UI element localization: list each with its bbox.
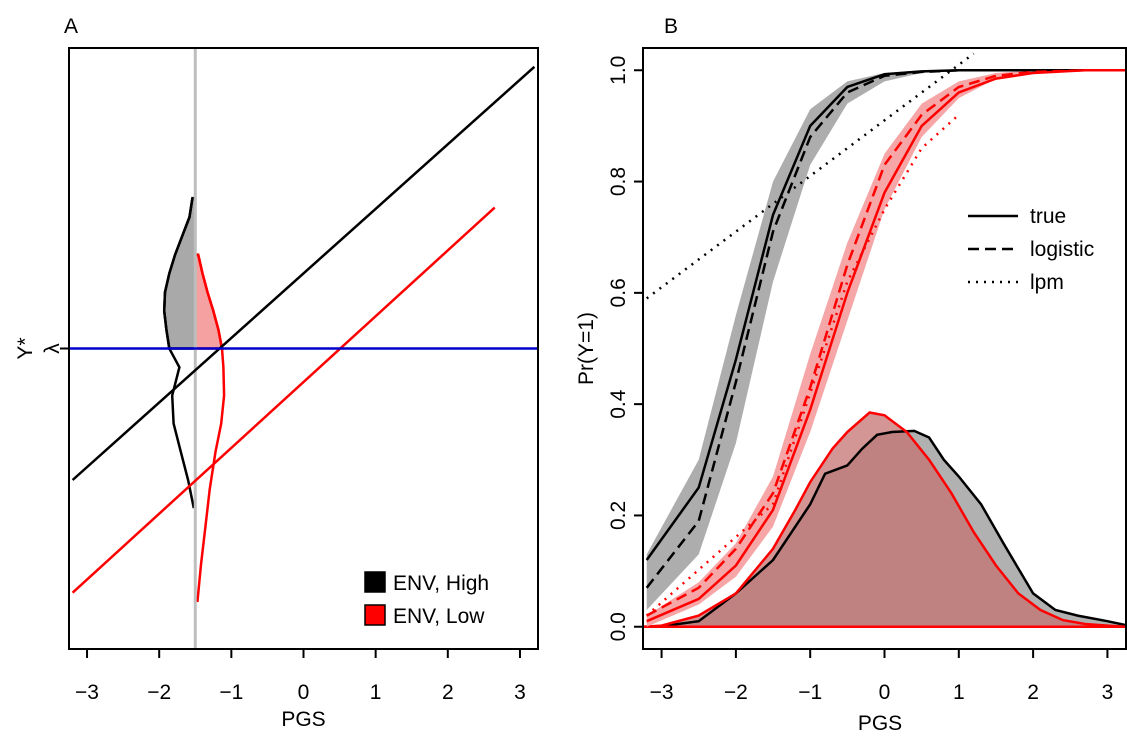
panel-a-x-tick-label: −2 xyxy=(147,681,171,704)
panel-a-legend-swatch xyxy=(365,605,385,625)
panel-a-x-tick-label: 2 xyxy=(442,681,454,704)
panel-a-density-fill-low xyxy=(195,255,222,349)
panel-a-x-tick-label: 3 xyxy=(514,681,526,704)
panel-b-x-tick-label: −2 xyxy=(724,681,748,704)
panel-a-y-ticks: λ xyxy=(41,343,69,354)
panel-b-y-tick-label: 0.6 xyxy=(607,278,630,307)
panel-b-x-tick-label: 0 xyxy=(879,681,891,704)
panel-a-y-axis-label: Y* xyxy=(14,337,37,359)
panel-a-legend-label: ENV, High xyxy=(393,572,489,595)
panel-a-x-ticks: −3 −2 −1 0 1 2 3 xyxy=(75,649,526,704)
panel-b-y-ticks: 0.0 0.2 0.4 0.6 0.8 1.0 xyxy=(607,56,643,642)
panel-b-x-axis-label: PGS xyxy=(858,712,902,735)
panel-b-x-tick-label: 1 xyxy=(953,681,965,704)
panel-b-y-tick-label: 0.8 xyxy=(607,167,630,196)
panel-b-x-tick-label: −3 xyxy=(650,681,674,704)
panel-a-label: A xyxy=(64,15,78,38)
panel-b-plot-area xyxy=(643,54,1126,627)
panel-b-legend-label: lpm xyxy=(1030,271,1064,294)
panel-b-y-tick-label: 0.2 xyxy=(607,501,630,530)
panel-a-x-tick-label: −1 xyxy=(219,681,243,704)
panel-a-x-tick-label: 0 xyxy=(298,681,310,704)
panel-a-x-axis-label: PGS xyxy=(281,708,325,731)
panel-a-x-tick-label: −3 xyxy=(75,681,99,704)
panel-b-y-tick-label: 0.4 xyxy=(607,389,630,419)
panel-b-x-tick-label: 3 xyxy=(1102,681,1114,704)
panel-a-series-env-high xyxy=(73,67,535,480)
panel-a-x-tick-label: 1 xyxy=(370,681,382,704)
panel-a-series-env-low xyxy=(73,208,495,593)
panel-b-x-tick-label: −1 xyxy=(798,681,822,704)
panel-a-plot-area xyxy=(69,48,538,649)
panel-b: B PGS Pr(Y=1) −3 −2 −1 0 1 2 3 0.0 0.2 0.4 0.6 0.8… xyxy=(575,15,1126,735)
panel-a-y-tick-label-lambda: λ xyxy=(41,343,64,354)
panel-b-x-tick-label: 2 xyxy=(1027,681,1039,704)
panel-a-legend: ENV, High ENV, Low xyxy=(365,572,489,628)
panel-a: A PGS Y* −3 −2 −1 0 1 2 3 λ ENV, High ENV, Low xyxy=(14,15,538,731)
panel-b-y-axis-label: Pr(Y=1) xyxy=(575,312,598,385)
panel-b-legend-label: true xyxy=(1030,205,1066,228)
panel-b-x-ticks: −3 −2 −1 0 1 2 3 xyxy=(650,649,1114,704)
panel-a-legend-label: ENV, Low xyxy=(393,605,485,628)
panel-b-curve-lpm-high xyxy=(647,54,974,299)
panel-b-y-tick-label: 0.0 xyxy=(607,612,630,641)
panel-b-legend-label: logistic xyxy=(1030,238,1094,261)
panel-a-legend-swatch xyxy=(365,572,385,592)
panel-b-legend: true logistic lpm xyxy=(968,205,1094,294)
panel-b-label: B xyxy=(664,15,678,38)
panel-b-y-tick-label: 1.0 xyxy=(607,56,630,85)
